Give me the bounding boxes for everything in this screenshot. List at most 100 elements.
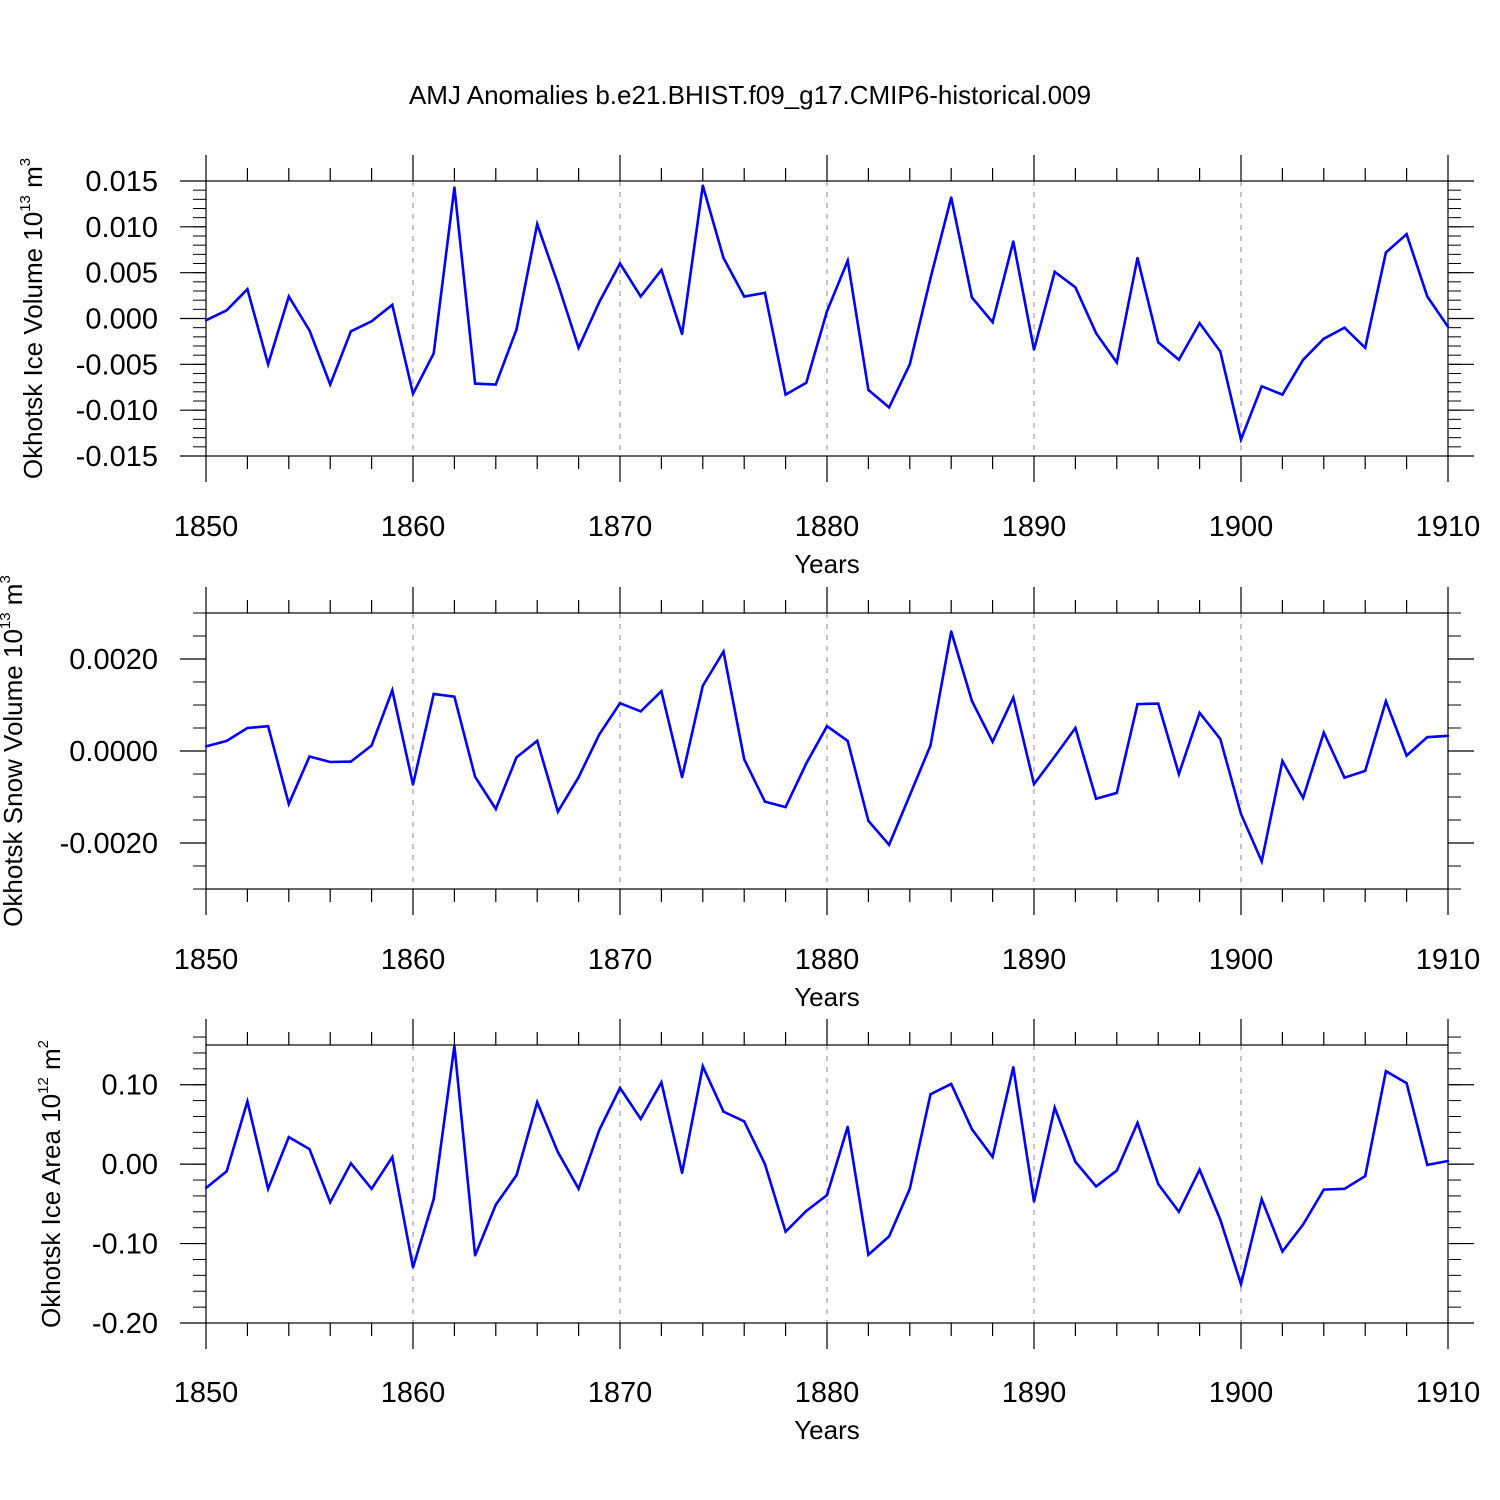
data-point	[1012, 696, 1015, 699]
data-point	[701, 684, 704, 687]
data-point	[950, 1082, 953, 1086]
data-point	[453, 1044, 456, 1047]
data-point	[1094, 1185, 1098, 1188]
data-point	[556, 810, 560, 813]
data-point	[618, 1086, 622, 1090]
data-point	[1074, 1160, 1077, 1163]
data-point	[370, 1187, 373, 1190]
data-point	[805, 1209, 808, 1213]
x-tick-label: 1870	[588, 511, 653, 543]
panel-ice-volume: -0.015 -0.010 -0.005 0.000 0.005 0.010 0.015 18…	[17, 155, 1480, 579]
y-axis-label-exponent: 12	[35, 1077, 52, 1094]
y-axis-label: Okhotsk Ice Area 1012 m2	[35, 1040, 66, 1328]
data-point	[204, 319, 208, 322]
data-point	[411, 392, 415, 395]
data-point	[722, 1110, 725, 1113]
data-point	[1260, 860, 1263, 863]
y-axis-label-text: m	[18, 166, 48, 195]
data-point	[970, 699, 974, 703]
data-point	[1446, 1159, 1450, 1163]
data-point	[701, 1065, 704, 1068]
data-point	[329, 1201, 332, 1204]
data-point	[639, 1117, 642, 1121]
data-point	[1157, 702, 1160, 705]
data-point	[1074, 286, 1077, 289]
data-point	[1115, 791, 1119, 795]
data-point	[660, 1081, 663, 1084]
data-point	[577, 1187, 580, 1190]
x-tick-label: 1890	[1002, 1377, 1067, 1409]
data-point	[370, 320, 373, 323]
data-point	[929, 276, 932, 280]
data-point	[867, 1253, 870, 1256]
data-point	[743, 758, 746, 761]
data-point	[1281, 393, 1284, 396]
data-point	[556, 1151, 560, 1154]
y-axis-label-exponent: 3	[0, 575, 14, 583]
x-tick-label: 1860	[381, 511, 446, 543]
data-point	[1136, 1121, 1139, 1125]
data-point	[1405, 754, 1408, 757]
data-point	[308, 1147, 311, 1151]
data-point	[598, 1128, 601, 1132]
data-point	[1281, 759, 1284, 763]
y-tick-label: -0.20	[92, 1308, 158, 1340]
data-point	[1446, 734, 1450, 738]
y-tick-label: -0.015	[76, 441, 158, 473]
data-point	[1198, 1168, 1201, 1171]
data-point	[1219, 1218, 1222, 1221]
data-point	[204, 1186, 208, 1190]
data-point	[991, 1155, 994, 1159]
data-point	[1074, 726, 1077, 730]
data-point	[1094, 331, 1098, 335]
x-tick-label: 1890	[1002, 511, 1067, 543]
data-point	[1343, 776, 1346, 779]
data-point	[287, 802, 290, 806]
y-axis-label-exponent: 2	[35, 1040, 52, 1048]
data-point	[246, 1100, 249, 1103]
data-point	[1384, 700, 1388, 703]
data-point	[763, 800, 767, 803]
data-point	[1177, 358, 1181, 361]
data-point	[515, 328, 518, 331]
data-point	[929, 744, 932, 747]
data-point	[991, 740, 994, 743]
data-point	[1053, 1106, 1056, 1109]
data-point	[950, 196, 953, 199]
data-point	[1343, 326, 1346, 329]
data-point	[556, 282, 560, 285]
data-point	[722, 256, 725, 260]
y-axis-label-text: m	[0, 584, 28, 613]
data-point	[722, 650, 725, 653]
data-point	[453, 695, 456, 698]
x-tick-label: 1900	[1209, 944, 1274, 976]
y-axis-label-text: Okhotsk Snow Volume 10	[0, 629, 28, 927]
data-point	[784, 805, 787, 809]
y-axis-label-exponent: 13	[17, 195, 34, 212]
data-point	[1157, 341, 1160, 344]
y-tick-label: 0.10	[102, 1070, 158, 1102]
data-point	[1301, 358, 1305, 361]
data-point	[494, 1203, 497, 1206]
x-tick-label: 1860	[381, 944, 446, 976]
data-point	[1239, 438, 1243, 441]
panels: -0.015 -0.010 -0.005 0.000 0.005 0.010 0.015 18…	[0, 155, 1480, 1445]
data-point	[743, 295, 746, 298]
y-tick-label: 0.000	[85, 304, 158, 336]
data-point	[639, 710, 642, 713]
chart-title: AMJ Anomalies b.e21.BHIST.f09_g17.CMIP6-…	[409, 80, 1091, 110]
data-point	[225, 1170, 228, 1173]
data-point	[639, 295, 642, 298]
data-point	[805, 762, 808, 765]
x-tick-label: 1850	[174, 944, 239, 976]
data-point	[970, 1127, 974, 1131]
data-point	[805, 381, 808, 384]
x-tick-label: 1910	[1416, 1377, 1481, 1409]
x-tick-label: 1850	[174, 511, 239, 543]
y-tick-label: 0.00	[102, 1149, 158, 1181]
data-point	[391, 689, 394, 692]
x-axis-label: Years	[794, 982, 860, 1012]
data-point	[846, 1125, 849, 1129]
y-axis-label-text: Okhotsk Ice Volume 10	[18, 212, 48, 479]
data-point	[494, 807, 497, 811]
